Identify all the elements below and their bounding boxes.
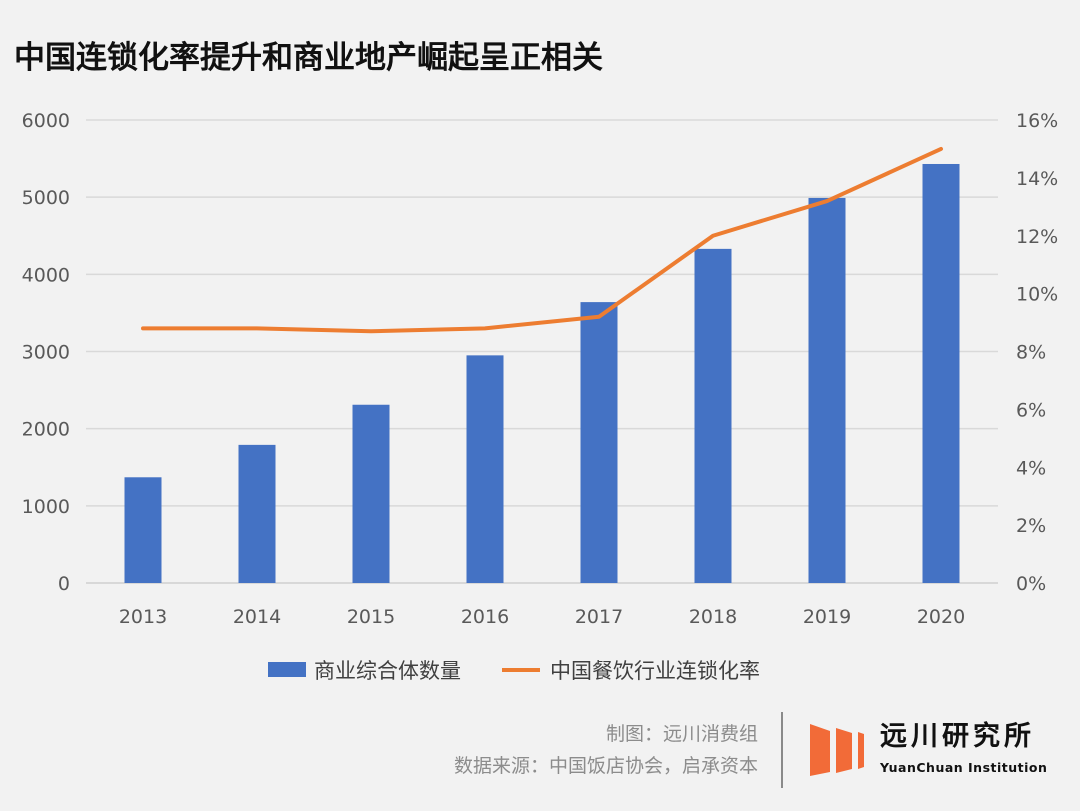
y-right-tick-label: 12%	[1016, 226, 1058, 248]
y-right-tick-label: 10%	[1016, 284, 1058, 306]
legend-bar-swatch	[268, 662, 306, 677]
y-right-tick-label: 4%	[1016, 457, 1046, 479]
y-left-tick-label: 4000	[22, 264, 70, 286]
x-tick-label: 2015	[347, 606, 395, 628]
brand-name-cn: 远川研究所	[880, 721, 1035, 752]
legend-bar-label: 商业综合体数量	[314, 659, 461, 683]
bar-2016	[466, 355, 504, 583]
bar-2020	[922, 163, 960, 584]
divider	[781, 712, 783, 788]
credit-maker: 制图：远川消费组	[605, 723, 758, 745]
x-tick-label: 2016	[461, 606, 509, 628]
bar-2014	[238, 444, 276, 583]
y-left-tick-label: 0	[58, 573, 70, 595]
credit-source: 数据来源：中国饭店协会，启承资本	[453, 755, 758, 777]
bar-2018	[694, 248, 732, 583]
y-left-tick-label: 2000	[22, 419, 70, 441]
y-right-tick-label: 14%	[1016, 168, 1058, 190]
credits: 制图：远川消费组 数据来源：中国饭店协会，启承资本	[454, 718, 758, 782]
y-right-tick-label: 8%	[1016, 342, 1046, 364]
x-tick-label: 2013	[119, 606, 167, 628]
bar-2019	[808, 197, 846, 583]
y-left-tick-label: 1000	[22, 496, 70, 518]
x-tick-label: 2018	[689, 606, 737, 628]
y-right-tick-label: 16%	[1016, 110, 1058, 132]
line-series-chain-rate	[141, 146, 943, 334]
y-right-tick-label: 2%	[1016, 515, 1046, 537]
y-right-tick-label: 0%	[1016, 573, 1046, 595]
x-tick-label: 2017	[575, 606, 623, 628]
legend-line-label: 中国餐饮行业连锁化率	[550, 659, 760, 683]
x-tick-label: 2020	[917, 606, 965, 628]
chart-title: 中国连锁化率提升和商业地产崛起呈正相关	[14, 40, 603, 76]
brand-logo-icon	[810, 724, 864, 776]
brand-name-en: YuanChuan Institution	[880, 760, 1048, 775]
x-tick-label: 2014	[233, 606, 281, 628]
y-left-tick-label: 6000	[22, 110, 70, 132]
y-left-tick-label: 5000	[22, 187, 70, 209]
x-tick-label: 2019	[803, 606, 851, 628]
bar-2015	[352, 404, 390, 583]
y-right-tick-label: 6%	[1016, 399, 1046, 421]
bar-2017	[580, 302, 618, 583]
bar-2013	[124, 477, 162, 583]
y-left-tick-label: 3000	[22, 342, 70, 364]
